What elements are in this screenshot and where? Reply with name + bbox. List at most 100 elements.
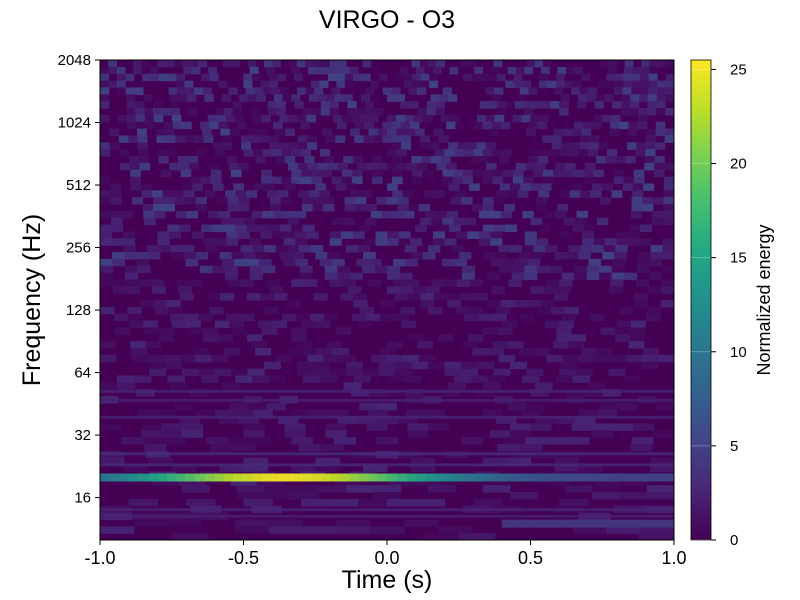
spectrogram-cell <box>238 197 250 205</box>
spectrogram-cell <box>495 416 517 425</box>
spectrogram-cell <box>614 73 624 82</box>
spectrogram-cell <box>370 526 405 534</box>
spectrogram-cell <box>523 101 534 109</box>
spectrogram-cell <box>519 444 543 452</box>
spectrogram-cell <box>240 279 254 287</box>
spectrogram-cell <box>392 210 404 219</box>
spectrogram-cell <box>189 279 203 287</box>
spectrogram-cell <box>489 430 511 438</box>
spectrogram-cell <box>374 265 388 274</box>
spectrogram-cell <box>353 300 368 308</box>
spectrogram-cell <box>165 135 176 143</box>
spectrogram-cell <box>245 87 255 95</box>
spectrogram-cell <box>291 169 302 178</box>
spectrogram-cell <box>116 73 126 82</box>
spectrogram-cell <box>611 190 623 198</box>
spectrogram-cell <box>100 142 110 150</box>
spectrogram-cell <box>473 149 484 157</box>
spectrogram-cell <box>415 498 445 507</box>
spectrogram-cell <box>182 60 191 68</box>
spectrogram-cell <box>133 375 152 383</box>
spectrogram-cell <box>518 348 535 356</box>
spectral-band <box>100 508 674 512</box>
spectrogram-cell <box>422 252 436 260</box>
colorbar-tick-label: 20 <box>730 156 747 173</box>
spectrogram-cell <box>130 169 141 178</box>
spectrogram-cell <box>528 156 539 164</box>
spectrogram-cell <box>326 341 343 349</box>
spectrogram-cell <box>608 286 623 294</box>
signal-segment <box>253 473 264 482</box>
x-axis: -1.0 -0.5 0.0 0.5 1.0 <box>84 540 687 568</box>
spectrogram-cell <box>663 183 674 191</box>
spectrogram-cell <box>633 183 644 191</box>
spectrogram-cell <box>360 190 372 198</box>
spectrogram-cell <box>178 478 205 486</box>
spectrogram-cell <box>478 231 491 239</box>
spectrogram-cell <box>526 368 544 377</box>
spectrogram-cell <box>161 423 183 431</box>
spectrogram-cell <box>175 135 186 143</box>
spectrogram-cell <box>145 341 161 349</box>
spectrogram-cell <box>403 210 415 219</box>
spectrogram-cell <box>581 128 592 137</box>
spectrogram-cell <box>494 114 505 123</box>
spectrogram-cell <box>657 80 667 89</box>
spectrogram-cell <box>547 80 557 89</box>
spectrogram-cell <box>327 252 340 260</box>
spectrogram-cell <box>491 121 502 130</box>
spectrogram-cell <box>536 265 550 274</box>
spectrogram-cell <box>256 478 284 486</box>
spectrogram-cell <box>179 354 197 363</box>
spectrogram-cell <box>407 293 421 301</box>
spectrogram-cell <box>141 60 150 68</box>
spectrogram-cell <box>424 210 437 219</box>
spectrogram-cell <box>387 265 401 274</box>
spectrogram-cell <box>286 300 301 308</box>
spectrogram-cell <box>522 375 540 383</box>
spectrogram-plot-area <box>100 60 674 540</box>
spectrogram-cell <box>562 354 579 363</box>
spectrogram-cell <box>612 423 634 431</box>
spectrogram-cell <box>631 197 643 205</box>
spectrogram-cell <box>492 169 504 178</box>
spectrogram-cell <box>546 279 560 287</box>
signal-segment <box>539 519 543 528</box>
spectrogram-cell <box>428 423 450 431</box>
spectrogram-cell <box>462 341 479 349</box>
spectrogram-cell <box>658 354 674 363</box>
signal-segment <box>550 519 555 528</box>
spectrogram-cell <box>188 108 198 116</box>
signal-segment <box>590 519 595 528</box>
spectrogram-cell <box>375 231 388 239</box>
signal-segment <box>633 519 638 528</box>
spectrogram-cell <box>479 73 489 82</box>
spectrogram-cell <box>576 101 587 109</box>
signal-segment <box>616 519 621 528</box>
spectrogram-cell <box>100 341 116 349</box>
spectrogram-cell <box>261 114 271 123</box>
signal-segment <box>434 473 445 482</box>
spectrogram-cell <box>419 142 430 150</box>
spectrogram-cell <box>255 252 269 260</box>
spectrogram-cell <box>202 87 212 95</box>
spectrogram-cell <box>497 444 521 452</box>
spectrogram-cell <box>554 210 567 219</box>
spectrogram-cell <box>431 217 443 226</box>
spectrogram-cell <box>381 210 393 219</box>
spectrogram-cell <box>343 94 353 102</box>
signal-segment <box>662 519 666 528</box>
spectrogram-cell <box>285 128 296 137</box>
spectrogram-cell <box>662 245 674 253</box>
spectrogram-cell <box>336 121 347 130</box>
spectrogram-cell <box>229 320 245 329</box>
spectrogram-cell <box>268 375 287 383</box>
spectrogram-cell <box>139 162 151 171</box>
spectrogram-cell <box>130 176 141 185</box>
spectrogram-cell <box>346 361 363 370</box>
spectrogram-cell <box>485 87 495 95</box>
spectrogram-cell <box>378 361 396 370</box>
signal-segment <box>597 473 608 482</box>
spectrogram-cell <box>100 279 114 287</box>
spectrogram-cell <box>633 423 655 431</box>
